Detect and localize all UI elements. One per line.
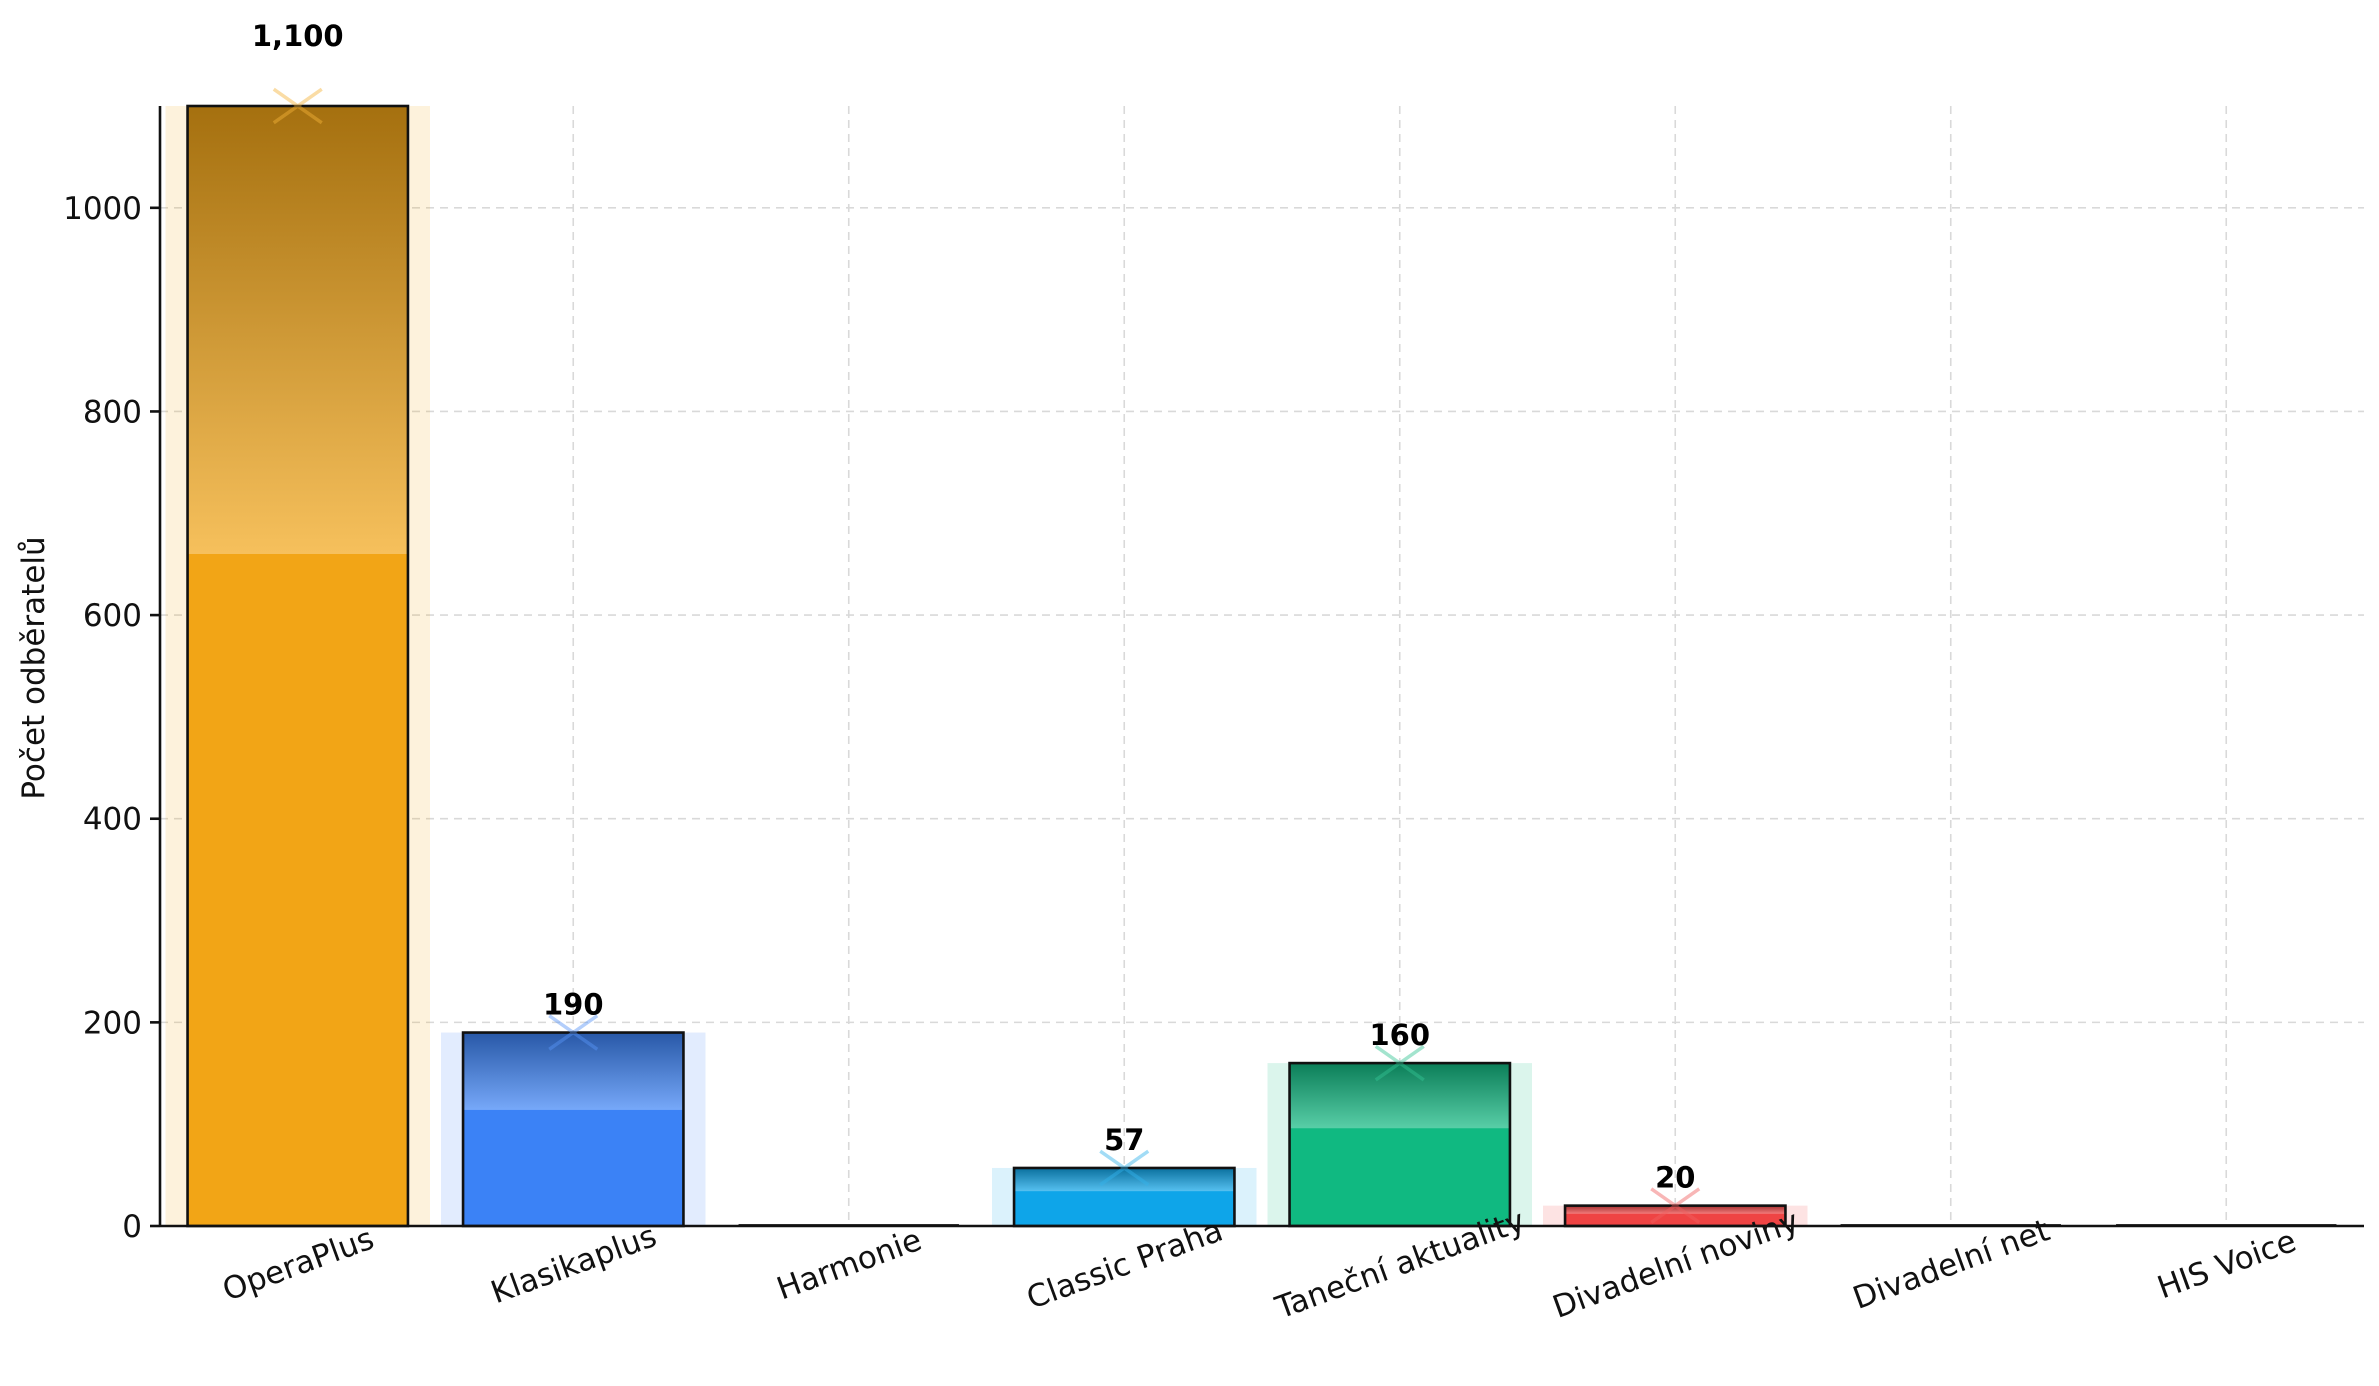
y-tick-label: 1000 xyxy=(63,191,142,227)
bar-marker xyxy=(1650,1187,1701,1224)
x-tick-label: OperaPlus xyxy=(218,1221,379,1309)
y-tick-label: 600 xyxy=(83,598,142,634)
bars xyxy=(165,87,2337,1228)
x-tick-label: HIS Voice xyxy=(2153,1223,2301,1306)
bar-highlight xyxy=(187,106,408,554)
bar-marker xyxy=(272,87,323,125)
data-label: 20 xyxy=(1655,1161,1695,1195)
data-label: 190 xyxy=(543,988,604,1022)
x-tick-label: Klasikaplus xyxy=(486,1218,661,1311)
data-label: 57 xyxy=(1104,1123,1144,1157)
y-tick-label: 0 xyxy=(122,1209,142,1245)
marker-stroke xyxy=(1099,1149,1150,1187)
y-tick-label: 800 xyxy=(83,394,142,430)
bar-highlight xyxy=(1014,1167,1235,1192)
marker-stroke xyxy=(548,1014,599,1051)
data-label: 1,100 xyxy=(252,19,344,53)
bar-highlight xyxy=(1289,1063,1510,1129)
marker-stroke xyxy=(548,1014,599,1051)
marker-stroke xyxy=(272,87,323,125)
grid xyxy=(160,106,2364,1226)
bar-highlight xyxy=(463,1032,684,1110)
data-label: 160 xyxy=(1369,1018,1430,1052)
y-tick-label: 400 xyxy=(83,802,142,838)
bar-marker xyxy=(548,1014,599,1051)
y-axis-label: Počet odběratelů xyxy=(16,536,52,799)
y-tick-label: 200 xyxy=(83,1005,142,1041)
marker-stroke xyxy=(1650,1187,1701,1224)
marker-stroke xyxy=(1374,1044,1425,1082)
marker-stroke xyxy=(1650,1187,1701,1224)
x-tick-label: Divadelní net xyxy=(1848,1212,2054,1316)
bar-highlight xyxy=(1565,1205,1786,1214)
bar-marker xyxy=(1374,1044,1425,1082)
axes xyxy=(150,106,2364,1228)
x-tick-label: Harmonie xyxy=(772,1222,926,1307)
x-tick-label: Classic Praha xyxy=(1022,1213,1228,1317)
marker-stroke xyxy=(272,87,323,125)
bar-marker xyxy=(1099,1149,1150,1187)
marker-stroke xyxy=(1374,1044,1425,1082)
marker-stroke xyxy=(1099,1149,1150,1187)
